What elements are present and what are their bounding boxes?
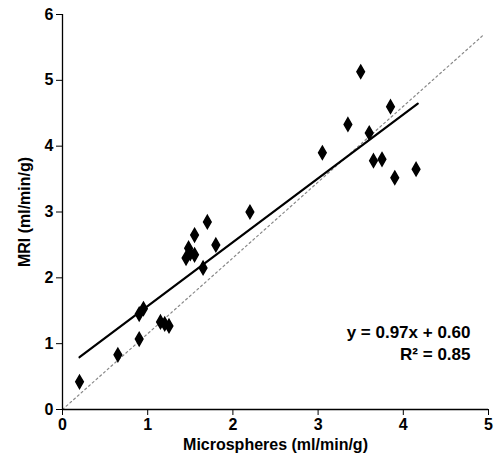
- svg-text:5: 5: [484, 416, 493, 433]
- svg-text:3: 3: [314, 416, 323, 433]
- svg-text:2: 2: [45, 269, 54, 286]
- svg-text:1: 1: [45, 335, 54, 352]
- svg-text:0: 0: [45, 401, 54, 418]
- svg-text:Microspheres (ml/min/g): Microspheres (ml/min/g): [183, 436, 368, 453]
- svg-text:1: 1: [143, 416, 152, 433]
- svg-text:0: 0: [58, 416, 67, 433]
- svg-text:5: 5: [45, 71, 54, 88]
- svg-text:4: 4: [399, 416, 408, 433]
- svg-text:MRI (ml/min/g): MRI (ml/min/g): [16, 157, 33, 267]
- svg-text:y = 0.97x + 0.60R² = 0.85: y = 0.97x + 0.60R² = 0.85: [347, 323, 471, 363]
- svg-text:3: 3: [45, 203, 54, 220]
- svg-text:6: 6: [45, 6, 54, 23]
- svg-text:2: 2: [228, 416, 237, 433]
- svg-text:4: 4: [45, 137, 54, 154]
